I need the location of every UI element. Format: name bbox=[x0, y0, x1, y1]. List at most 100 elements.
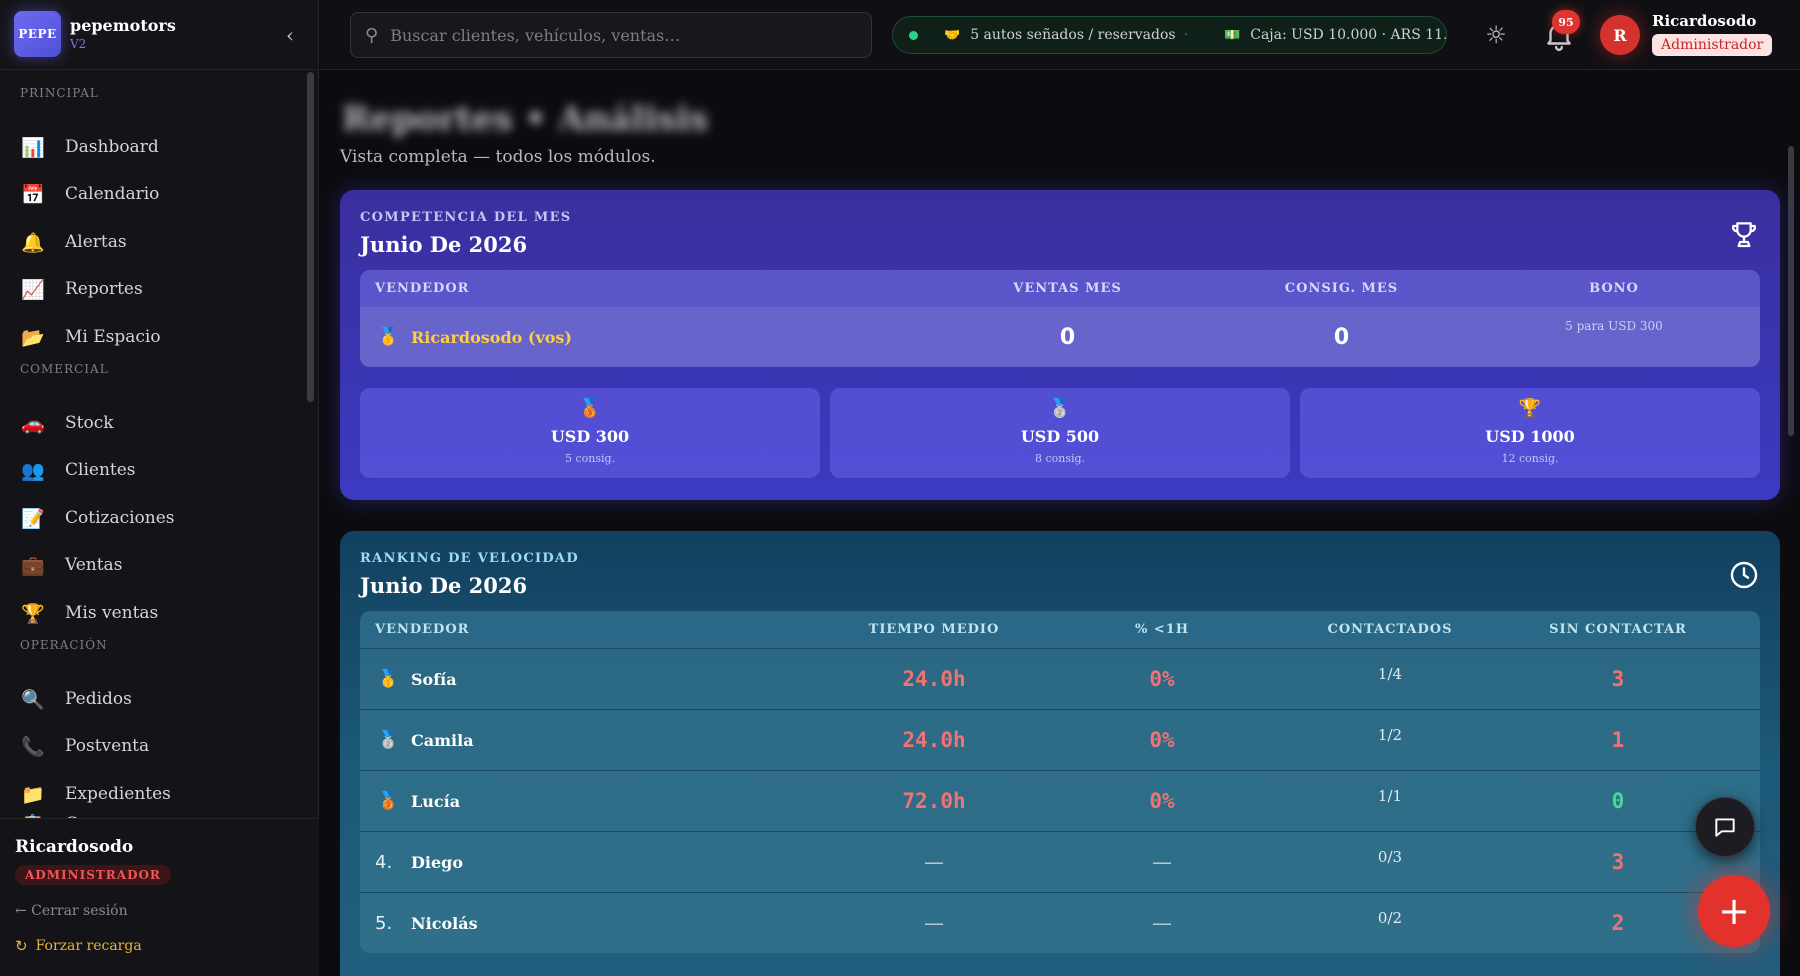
vendor-cell: 🥉 Lucía bbox=[360, 791, 820, 811]
table-row[interactable]: 🥇 Ricardosodo (vos) 0 0 5 para USD 300 bbox=[360, 307, 1760, 367]
table-row[interactable]: 🥇 Sofía 24.0h 0% 1/4 3 bbox=[360, 648, 1760, 709]
sidebar-item-postventa[interactable]: 📞 Postventa bbox=[20, 726, 300, 766]
trophy-icon: 🏆 bbox=[1518, 398, 1542, 419]
sidebar-item-alertas[interactable]: 🔔 Alertas bbox=[20, 222, 300, 262]
sidebar-item-label: Mis ventas bbox=[65, 603, 159, 623]
sidebar-item-clientes[interactable]: 👥 Clientes bbox=[20, 450, 300, 490]
bonus-tier-requirement: 8 consig. bbox=[1034, 452, 1086, 465]
col-contactados: Contactados bbox=[1327, 622, 1453, 637]
search-box[interactable]: ⚲ bbox=[350, 12, 872, 58]
sidebar-item-label: Cotizaciones bbox=[65, 508, 175, 528]
pct-under-1h-value: — bbox=[1152, 850, 1172, 874]
collapse-sidebar-icon[interactable]: ‹ bbox=[286, 23, 294, 47]
sidebar-footer: Ricardosodo ADMINISTRADOR ← Cerrar sesió… bbox=[0, 818, 319, 976]
clipboard-icon: 📋 bbox=[20, 813, 46, 819]
sidebar-item-label: Ventas bbox=[65, 555, 123, 575]
bonus-tier-card: 🥉 USD 300 5 consig. bbox=[360, 388, 820, 478]
footer-username: Ricardosodo bbox=[15, 837, 134, 857]
col-bono: Bono bbox=[1589, 281, 1639, 296]
logout-link[interactable]: ← Cerrar sesión bbox=[15, 903, 128, 919]
table-row[interactable]: 🥉 Lucía 72.0h 0% 1/1 0 bbox=[360, 770, 1760, 831]
main-scrollbar[interactable] bbox=[1788, 146, 1794, 436]
table-row[interactable]: 4. Diego — — 0/3 3 bbox=[360, 831, 1760, 892]
bronze-medal-icon: 🥉 bbox=[377, 791, 400, 811]
sidebar-item-mis-ventas[interactable]: 🏆 Mis ventas bbox=[20, 593, 300, 633]
speed-ranking-month-title: Junio De 2026 bbox=[360, 573, 528, 598]
vendor-name: Nicolás bbox=[411, 913, 478, 933]
speed-ranking-kicker: Ranking de velocidad bbox=[360, 551, 579, 566]
sidebar-item-partial[interactable]: 📋 C bbox=[20, 804, 300, 819]
status-pill[interactable]: 🤝 5 autos señados / reservados · 💵 Caja:… bbox=[892, 16, 1447, 54]
col-vendedor: Vendedor bbox=[375, 622, 470, 637]
magnifier-icon: 🔍 bbox=[21, 688, 45, 711]
sidebar-item-stock[interactable]: 🚗 Stock bbox=[20, 403, 300, 443]
col-pct-under-1h: % <1h bbox=[1134, 622, 1190, 637]
col-consig-mes: Consig. mes bbox=[1284, 281, 1399, 296]
sidebar-item-cotizaciones[interactable]: 📝 Cotizaciones bbox=[20, 498, 300, 538]
sidebar-item-reportes[interactable]: 📈 Reportes bbox=[20, 269, 300, 309]
sidebar-scrollbar[interactable] bbox=[307, 72, 314, 402]
speed-table-header: Vendedor Tiempo medio % <1h Contactados … bbox=[360, 611, 1760, 648]
avg-time-value: 24.0h bbox=[902, 667, 966, 691]
bronze-medal-icon: 🥉 bbox=[578, 398, 602, 419]
sidebar-item-label: Calendario bbox=[65, 184, 160, 204]
chat-button[interactable] bbox=[1695, 797, 1755, 857]
theme-toggle-sun-icon[interactable]: ☼ bbox=[1485, 21, 1507, 49]
vendor-cell: 5. Nicolás bbox=[360, 913, 820, 934]
nav-section-comercial: Comercial bbox=[20, 362, 109, 376]
nav-section-principal: Principal bbox=[20, 86, 99, 100]
bar-chart-icon: 📊 bbox=[21, 136, 45, 159]
sidebar-item-label: Clientes bbox=[65, 460, 136, 480]
consig-value: 0 bbox=[1333, 324, 1350, 350]
brand-logo[interactable]: PEPE bbox=[14, 11, 61, 57]
sidebar-item-dashboard[interactable]: 📊 Dashboard bbox=[20, 127, 300, 167]
force-reload-label: Forzar recarga bbox=[35, 938, 142, 954]
competition-kicker: Competencia del mes bbox=[360, 210, 572, 225]
chat-bubble-icon bbox=[1715, 818, 1735, 837]
bonus-tier-amount: USD 300 bbox=[550, 427, 630, 446]
cash-balance-status: Caja: USD 10.000 · ARS 11.000.00 bbox=[1250, 27, 1446, 43]
contacted-value: 1/1 bbox=[1377, 787, 1403, 805]
uncontacted-value: 2 bbox=[1611, 911, 1625, 935]
avg-time-value: — bbox=[924, 911, 944, 935]
vendor-name: Ricardosodo (vos) bbox=[411, 327, 572, 347]
gold-medal-icon: 🥇 bbox=[377, 669, 400, 689]
bonus-progress-text: 5 para USD 300 bbox=[1565, 319, 1663, 333]
sidebar-item-label: Pedidos bbox=[65, 689, 132, 709]
search-input[interactable] bbox=[390, 25, 851, 45]
clock-icon bbox=[1728, 559, 1760, 591]
page-subtitle: Vista completa — todos los módulos. bbox=[340, 147, 656, 167]
brand-header: PEPE pepemotors V2 ‹ bbox=[0, 0, 319, 70]
contacted-value: 0/2 bbox=[1377, 909, 1403, 927]
table-row[interactable]: 5. Nicolás — — 0/2 2 bbox=[360, 892, 1760, 953]
contacted-value: 1/4 bbox=[1377, 665, 1403, 683]
table-row[interactable]: 🥈 Camila 24.0h 0% 1/2 1 bbox=[360, 709, 1760, 770]
folder-icon: 📂 bbox=[21, 326, 45, 349]
rank-number: 5. bbox=[375, 912, 393, 934]
avatar[interactable]: R bbox=[1600, 15, 1640, 55]
sidebar-item-pedidos[interactable]: 🔍 Pedidos bbox=[20, 679, 300, 719]
folder-icon: 📁 bbox=[21, 783, 45, 806]
add-button[interactable]: + bbox=[1698, 875, 1770, 947]
handshake-icon: 🤝 bbox=[944, 27, 961, 43]
bonus-tier-amount: USD 500 bbox=[1020, 427, 1100, 446]
sidebar-item-expedientes[interactable]: 📁 Expedientes bbox=[20, 774, 300, 814]
vendor-cell: 4. Diego bbox=[360, 852, 820, 873]
uncontacted-value: 3 bbox=[1611, 667, 1625, 691]
topbar-username: Ricardosodo bbox=[1652, 12, 1757, 30]
sidebar-item-mi-espacio[interactable]: 📂 Mi Espacio bbox=[20, 317, 300, 357]
contacted-value: 1/2 bbox=[1377, 726, 1403, 744]
force-reload-button[interactable]: ↻ Forzar recarga bbox=[15, 937, 142, 955]
sidebar-item-label: Dashboard bbox=[65, 137, 159, 157]
trend-chart-icon: 📈 bbox=[21, 278, 45, 301]
sidebar-item-calendario[interactable]: 📅 Calendario bbox=[20, 174, 300, 214]
status-separator: · bbox=[1183, 27, 1189, 43]
sidebar-item-ventas[interactable]: 💼 Ventas bbox=[20, 545, 300, 585]
main-content: Reportes • Análisis Vista completa — tod… bbox=[320, 71, 1800, 976]
silver-medal-icon: 🥈 bbox=[1048, 398, 1072, 419]
col-ventas-mes: Ventas mes bbox=[1013, 281, 1122, 296]
bell-icon: 🔔 bbox=[21, 231, 45, 254]
topbar-role-badge: Administrador bbox=[1652, 34, 1773, 56]
vendor-name: Sofía bbox=[411, 669, 457, 689]
competition-table-header: Vendedor Ventas mes Consig. mes Bono bbox=[360, 270, 1760, 307]
